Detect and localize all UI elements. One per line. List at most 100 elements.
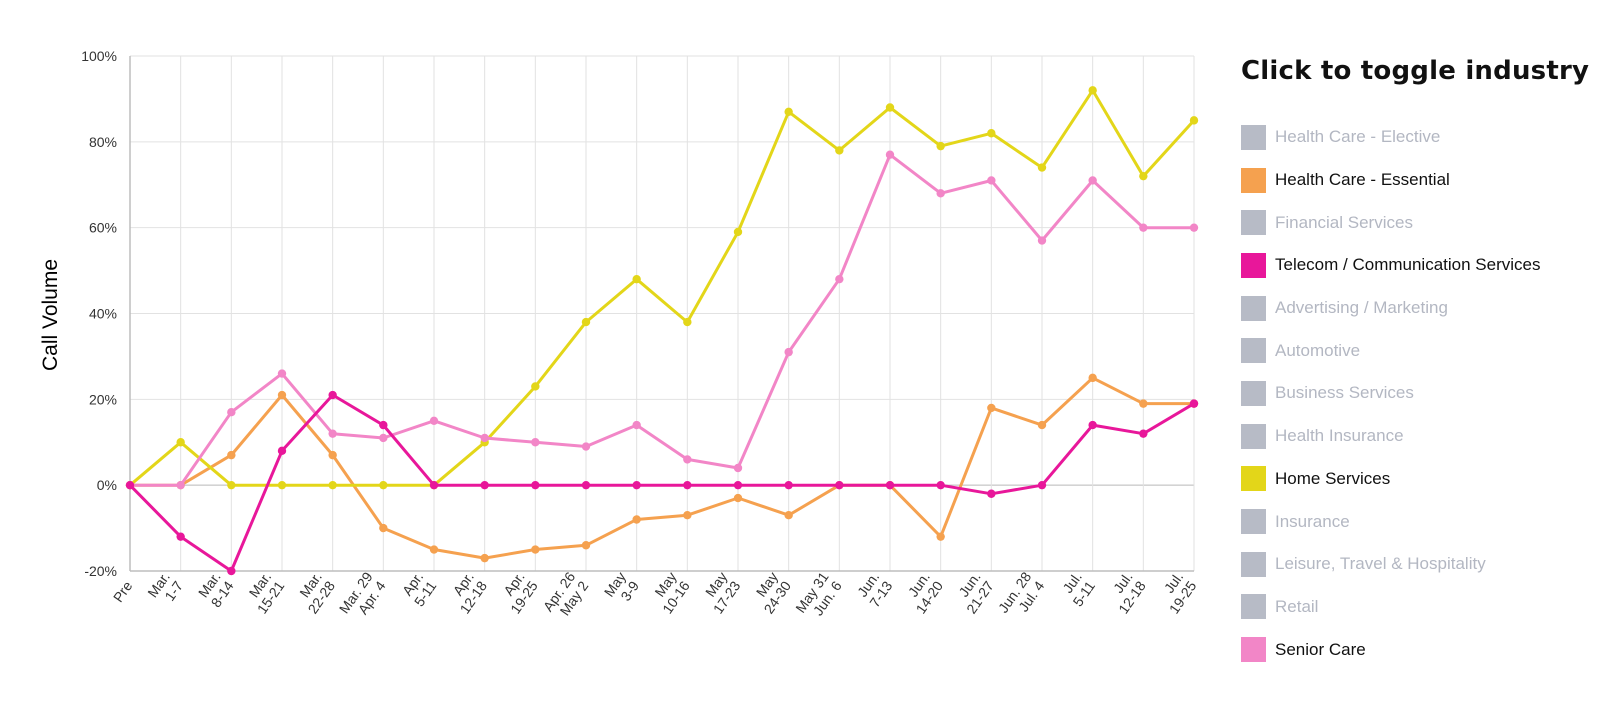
data-point-home-services[interactable] [1037, 163, 1047, 172]
data-point-home-services[interactable] [581, 317, 591, 327]
data-point-telecom-communication-services[interactable] [1139, 429, 1148, 438]
data-point-telecom-communication-services[interactable] [835, 480, 844, 490]
data-point-telecom-communication-services[interactable] [733, 480, 743, 490]
data-point-health-care-essential[interactable] [1037, 420, 1047, 430]
data-point-home-services[interactable] [733, 227, 743, 237]
data-point-telecom-communication-services[interactable] [784, 480, 793, 490]
data-point-senior-care[interactable] [632, 420, 641, 430]
data-point-telecom-communication-services[interactable] [1037, 480, 1047, 490]
data-point-health-care-essential[interactable] [1139, 399, 1148, 408]
legend-item-health-care-elective[interactable]: Health Care - Elective [1241, 116, 1591, 159]
data-point-senior-care[interactable] [1139, 223, 1148, 232]
legend-item-telecom-communication-services[interactable]: Telecom / Communication Services [1241, 244, 1591, 287]
data-point-health-care-essential[interactable] [480, 553, 489, 563]
data-point-telecom-communication-services[interactable] [480, 480, 489, 490]
data-point-home-services[interactable] [277, 480, 287, 490]
data-point-home-services[interactable] [379, 480, 388, 490]
data-point-health-care-essential[interactable] [531, 545, 540, 554]
data-point-health-care-essential[interactable] [328, 450, 337, 460]
data-point-home-services[interactable] [885, 103, 895, 112]
data-point-home-services[interactable] [784, 107, 793, 116]
data-point-health-care-essential[interactable] [429, 545, 439, 554]
legend-item-health-insurance[interactable]: Health Insurance [1241, 415, 1591, 458]
data-point-senior-care[interactable] [784, 347, 793, 357]
data-point-telecom-communication-services[interactable] [328, 390, 337, 400]
data-point-home-services[interactable] [835, 146, 844, 155]
data-point-senior-care[interactable] [429, 416, 439, 425]
legend-item-financial-services[interactable]: Financial Services [1241, 201, 1591, 244]
data-point-telecom-communication-services[interactable] [227, 566, 236, 576]
data-point-health-care-essential[interactable] [784, 511, 793, 520]
data-point-telecom-communication-services[interactable] [531, 480, 540, 490]
data-point-senior-care[interactable] [531, 438, 540, 447]
y-tick-label: -20% [84, 563, 117, 579]
data-point-telecom-communication-services[interactable] [1189, 399, 1199, 408]
data-point-telecom-communication-services[interactable] [379, 420, 388, 430]
legend-item-leisure-travel-hospitality[interactable]: Leisure, Travel & Hospitality [1241, 543, 1591, 586]
x-tick-label: Mar.22-28 [296, 569, 338, 617]
data-point-telecom-communication-services[interactable] [987, 489, 996, 498]
data-point-telecom-communication-services[interactable] [885, 480, 895, 490]
data-point-senior-care[interactable] [480, 433, 489, 443]
data-point-senior-care[interactable] [885, 150, 895, 159]
call-volume-line-chart: -20%0%20%40%60%80%100%Pre Mar.1-7 Mar.8-14… [39, 48, 1200, 618]
data-point-health-care-essential[interactable] [581, 541, 591, 550]
legend-item-senior-care[interactable]: Senior Care [1241, 628, 1591, 671]
data-point-home-services[interactable] [227, 480, 236, 490]
data-point-senior-care[interactable] [1037, 236, 1047, 245]
data-point-home-services[interactable] [1189, 116, 1199, 125]
data-point-health-care-essential[interactable] [733, 493, 743, 503]
data-point-senior-care[interactable] [379, 433, 388, 443]
data-point-telecom-communication-services[interactable] [632, 480, 641, 490]
data-point-health-care-essential[interactable] [227, 450, 236, 460]
legend-item-label: Telecom / Communication Services [1275, 255, 1541, 275]
x-tick-label: Jun.14-20 [905, 569, 947, 617]
data-point-senior-care[interactable] [1189, 223, 1199, 232]
data-point-health-care-essential[interactable] [936, 532, 945, 541]
data-point-senior-care[interactable] [987, 176, 996, 185]
x-tick-label: Jul.5-11 [1059, 569, 1098, 609]
data-point-senior-care[interactable] [227, 408, 236, 417]
data-point-senior-care[interactable] [581, 442, 591, 451]
legend-item-advertising-marketing[interactable]: Advertising / Marketing [1241, 287, 1591, 330]
data-point-telecom-communication-services[interactable] [277, 446, 287, 456]
data-point-telecom-communication-services[interactable] [125, 480, 135, 490]
data-point-home-services[interactable] [176, 438, 185, 447]
data-point-home-services[interactable] [987, 129, 996, 138]
data-point-senior-care[interactable] [1088, 176, 1097, 185]
data-point-home-services[interactable] [936, 141, 945, 151]
data-point-senior-care[interactable] [936, 189, 945, 198]
data-point-health-care-essential[interactable] [379, 523, 388, 533]
legend-item-insurance[interactable]: Insurance [1241, 500, 1591, 543]
data-point-home-services[interactable] [632, 274, 641, 284]
data-point-senior-care[interactable] [176, 480, 185, 490]
data-point-health-care-essential[interactable] [683, 511, 692, 520]
legend-item-automotive[interactable]: Automotive [1241, 329, 1591, 372]
legend-item-business-services[interactable]: Business Services [1241, 372, 1591, 415]
legend-item-health-care-essential[interactable]: Health Care - Essential [1241, 159, 1591, 202]
data-point-telecom-communication-services[interactable] [429, 480, 439, 490]
legend-title: Click to toggle industry [1241, 56, 1590, 86]
data-point-senior-care[interactable] [683, 455, 692, 464]
data-point-home-services[interactable] [683, 317, 692, 327]
data-point-senior-care[interactable] [835, 274, 844, 284]
data-point-telecom-communication-services[interactable] [581, 480, 591, 490]
data-point-health-care-essential[interactable] [277, 390, 287, 400]
data-point-senior-care[interactable] [733, 463, 743, 473]
data-point-telecom-communication-services[interactable] [936, 480, 945, 490]
data-point-home-services[interactable] [1088, 86, 1097, 95]
data-point-home-services[interactable] [531, 382, 540, 391]
data-point-health-care-essential[interactable] [987, 403, 996, 413]
data-point-telecom-communication-services[interactable] [683, 480, 692, 490]
data-point-home-services[interactable] [328, 480, 337, 490]
data-point-telecom-communication-services[interactable] [1088, 420, 1097, 430]
data-point-health-care-essential[interactable] [632, 515, 641, 524]
data-point-home-services[interactable] [1139, 171, 1148, 181]
data-point-telecom-communication-services[interactable] [176, 532, 185, 541]
legend-item-retail[interactable]: Retail [1241, 586, 1591, 629]
data-point-senior-care[interactable] [277, 369, 287, 378]
legend-item-home-services[interactable]: Home Services [1241, 458, 1591, 501]
data-point-health-care-essential[interactable] [1088, 373, 1097, 383]
data-point-senior-care[interactable] [328, 429, 337, 438]
legend-item-label: Home Services [1275, 468, 1391, 488]
